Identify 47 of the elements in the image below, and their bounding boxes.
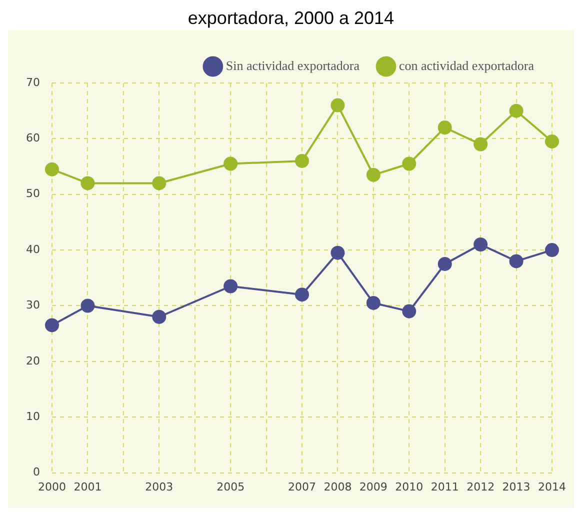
x-tick-label: 2005 — [216, 480, 245, 494]
x-tick-label: 2009 — [359, 480, 388, 494]
point — [330, 246, 345, 260]
y-tick-label: 50 — [26, 187, 40, 200]
point — [295, 288, 309, 302]
x-tick-label: 2003 — [145, 480, 174, 494]
x-tick-label: 2011 — [430, 480, 459, 494]
legend-label: Sin actividad exportadora — [226, 58, 360, 73]
x-tick-label: 2001 — [74, 480, 102, 494]
point — [224, 279, 238, 294]
y-tick-label: 20 — [26, 354, 40, 368]
point — [545, 134, 560, 148]
point — [295, 154, 309, 168]
point — [402, 156, 416, 171]
x-tick-label: 2008 — [324, 480, 352, 494]
point — [402, 304, 416, 318]
point — [474, 237, 488, 252]
point — [509, 254, 524, 268]
y-tick-label: 60 — [26, 132, 40, 145]
y-tick-label: 0 — [32, 466, 40, 479]
point — [545, 243, 560, 258]
point — [152, 310, 166, 324]
point — [80, 176, 95, 190]
x-tick-label: 2014 — [538, 480, 566, 494]
point — [152, 176, 166, 190]
y-tick-label: 70 — [26, 76, 40, 89]
chart-title: exportadora, 2000 a 2014 — [186, 8, 396, 30]
point — [438, 256, 452, 271]
legend-label: con actividad exportadora — [399, 58, 534, 73]
point — [80, 298, 95, 313]
y-tick-label: 40 — [26, 242, 40, 256]
point — [330, 98, 345, 112]
y-tick-label: 10 — [26, 410, 40, 423]
point — [474, 137, 488, 152]
x-tick-label: 2012 — [466, 480, 495, 494]
point — [224, 156, 238, 171]
point — [44, 318, 59, 332]
x-tick-label: 2010 — [395, 480, 424, 494]
point — [438, 120, 452, 135]
point — [509, 104, 524, 118]
point — [44, 162, 59, 176]
point — [366, 168, 380, 182]
x-tick-label: 2000 — [38, 480, 66, 494]
x-tick-label: 2007 — [288, 480, 316, 494]
y-tick-label: 30 — [26, 298, 40, 312]
x-tick-label: 2013 — [502, 480, 530, 494]
point — [366, 296, 380, 310]
